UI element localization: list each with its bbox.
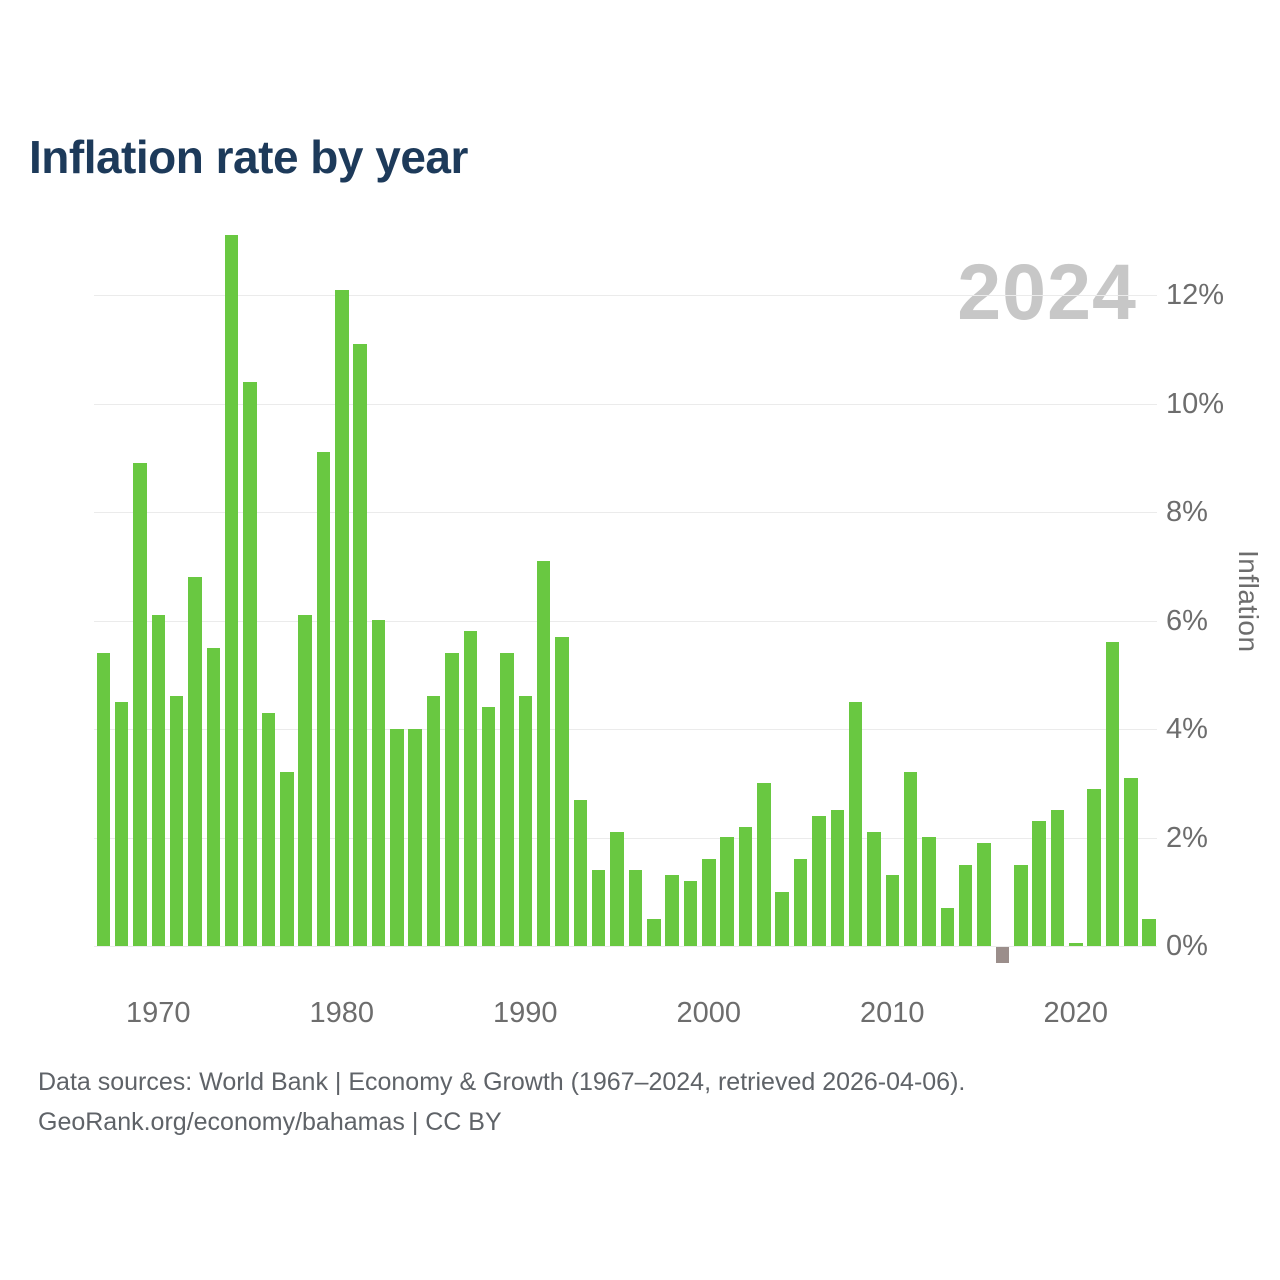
bar-1986[interactable] (445, 653, 459, 946)
bar-1968[interactable] (114, 702, 129, 946)
x-tick-label-2000: 2000 (676, 997, 741, 1029)
bar-1995[interactable] (610, 832, 624, 946)
bar-1985[interactable] (426, 696, 441, 946)
bar-1996[interactable] (628, 870, 643, 946)
bar-1974[interactable] (224, 235, 239, 946)
bar-1976[interactable] (261, 713, 276, 946)
watermark-year: 2024 (957, 247, 1137, 336)
bar-1982[interactable] (371, 620, 386, 946)
bar-1991[interactable] (536, 561, 551, 946)
bar-1970[interactable] (151, 615, 166, 946)
bar-2018[interactable] (1032, 821, 1046, 946)
y-tick-label-10pct: 10% (1166, 387, 1225, 420)
bar-2008[interactable] (848, 702, 863, 946)
bar-2006[interactable] (812, 816, 826, 946)
bar-1979[interactable] (316, 452, 331, 946)
bar-1999[interactable] (683, 881, 698, 946)
bar-2015[interactable] (977, 843, 991, 946)
bar-2011[interactable] (903, 772, 918, 946)
bar-2023[interactable] (1124, 778, 1138, 946)
bar-1984[interactable] (408, 729, 422, 946)
bar-2016[interactable] (995, 947, 1010, 963)
bar-2004[interactable] (775, 892, 789, 946)
bar-1994[interactable] (591, 870, 606, 946)
bar-1989[interactable] (500, 653, 514, 946)
x-tick-label-2010: 2010 (859, 997, 925, 1029)
gridline-2pct (94, 837, 1157, 839)
chart-title: Inflation rate by year (29, 131, 468, 183)
bar-1972[interactable] (188, 577, 202, 946)
bar-1977[interactable] (280, 772, 294, 946)
y-axis-title: Inflation (1233, 550, 1264, 653)
footer: Data sources: World Bank | Economy & Gro… (38, 1062, 965, 1142)
y-tick-label-0pct: 0% (1166, 930, 1208, 962)
bar-1975[interactable] (243, 382, 257, 946)
bar-1978[interactable] (298, 615, 312, 946)
gridline-6pct (94, 620, 1157, 622)
bar-1971[interactable] (169, 696, 184, 946)
bar-2009[interactable] (867, 832, 881, 946)
bar-2002[interactable] (738, 827, 753, 946)
bar-2020[interactable] (1069, 943, 1083, 946)
bar-2017[interactable] (1014, 865, 1028, 946)
bar-1980[interactable] (335, 290, 349, 946)
gridline-12pct (94, 295, 1157, 296)
bar-1997[interactable] (647, 919, 661, 946)
bar-2001[interactable] (720, 837, 734, 946)
bar-2013[interactable] (940, 908, 955, 946)
bar-1973[interactable] (206, 648, 221, 946)
y-tick-label-12pct: 12% (1166, 279, 1225, 311)
bar-1993[interactable] (573, 800, 588, 946)
gridline-4pct (94, 729, 1157, 730)
bar-2012[interactable] (922, 837, 936, 946)
y-tick-label-2pct: 2% (1166, 821, 1208, 854)
bar-1990[interactable] (518, 696, 533, 946)
bar-2007[interactable] (830, 810, 844, 946)
bar-1987[interactable] (463, 631, 477, 946)
bar-2014[interactable] (958, 865, 973, 946)
x-tick-label-1980: 1980 (309, 997, 374, 1029)
bar-2000[interactable] (702, 859, 716, 946)
bar-1983[interactable] (390, 729, 404, 946)
y-tick-label-8pct: 8% (1166, 496, 1208, 528)
y-tick-label-6pct: 6% (1166, 604, 1208, 637)
gridline-0pct (94, 946, 1157, 947)
bar-1992[interactable] (555, 637, 569, 946)
bar-1969[interactable] (133, 463, 147, 946)
gridline-8pct (94, 512, 1157, 513)
bar-2005[interactable] (793, 859, 808, 946)
bar-2021[interactable] (1087, 789, 1101, 946)
data-sources-line: Data sources: World Bank | Economy & Gro… (38, 1068, 966, 1096)
x-tick-label-1990: 1990 (492, 997, 558, 1029)
bar-2019[interactable] (1050, 810, 1065, 946)
attribution-line: GeoRank.org/economy/bahamas | CC BY (38, 1108, 502, 1136)
y-tick-label-4pct: 4% (1166, 713, 1208, 745)
bar-1981[interactable] (353, 344, 367, 946)
bar-2010[interactable] (885, 875, 900, 946)
gridline-10pct (94, 403, 1157, 405)
bar-1967[interactable] (96, 653, 110, 946)
x-tick-label-1970: 1970 (125, 997, 191, 1029)
x-tick-label-2020: 2020 (1043, 997, 1108, 1029)
bar-2024[interactable] (1142, 919, 1156, 946)
bar-1988[interactable] (481, 707, 496, 946)
bar-2003[interactable] (757, 783, 771, 946)
bar-1998[interactable] (665, 875, 679, 946)
bar-2022[interactable] (1105, 642, 1120, 946)
